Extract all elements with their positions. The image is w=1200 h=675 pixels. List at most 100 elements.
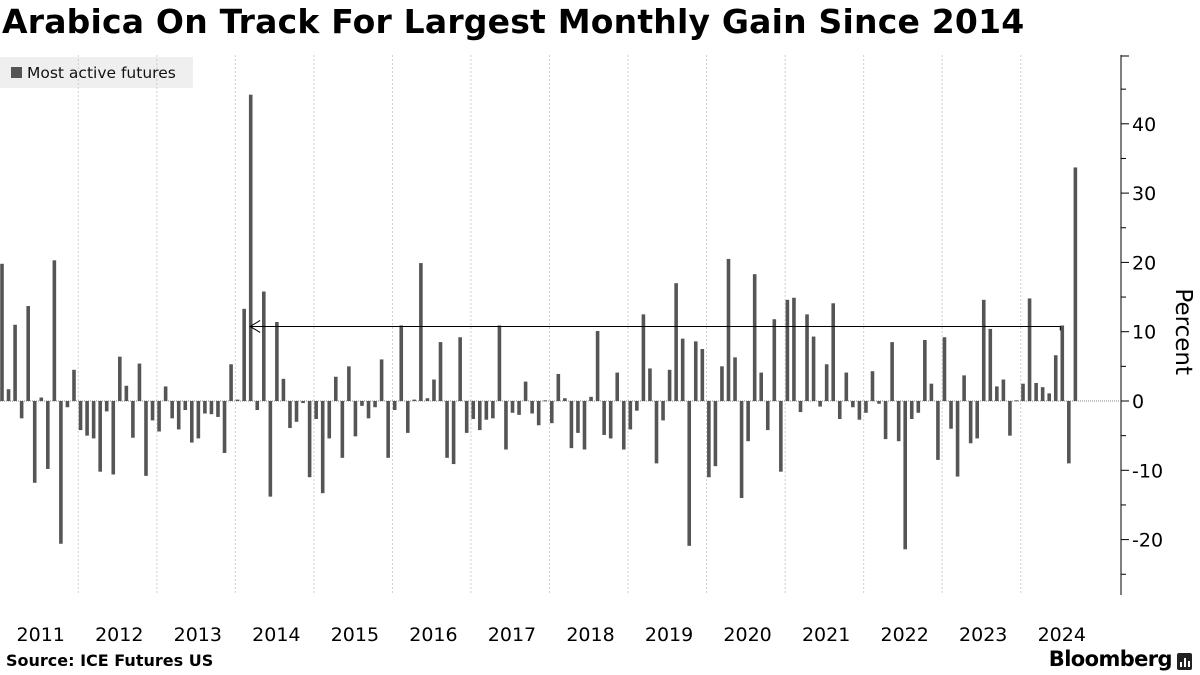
x-tick-label: 2018 bbox=[566, 624, 614, 646]
bar bbox=[445, 401, 449, 458]
bar bbox=[392, 401, 397, 411]
bar bbox=[674, 283, 678, 401]
bar bbox=[543, 400, 548, 402]
x-tick-label: 2019 bbox=[645, 624, 693, 646]
bar bbox=[307, 401, 312, 478]
bar bbox=[451, 401, 456, 465]
bar bbox=[144, 401, 148, 476]
bar bbox=[654, 401, 659, 464]
bar bbox=[1027, 298, 1032, 401]
bar bbox=[190, 401, 194, 443]
bar bbox=[491, 401, 495, 419]
y-tick-label: 10 bbox=[1132, 322, 1156, 344]
bar bbox=[589, 396, 593, 401]
bar bbox=[216, 401, 220, 417]
bar bbox=[582, 401, 587, 450]
bar bbox=[713, 401, 718, 467]
bar bbox=[563, 398, 567, 401]
bar bbox=[824, 364, 829, 401]
x-tick-label: 2023 bbox=[959, 624, 1007, 646]
x-tick-label: 2012 bbox=[95, 624, 143, 646]
bar bbox=[183, 401, 188, 411]
bloomberg-bars-icon bbox=[1177, 652, 1192, 670]
bar bbox=[877, 401, 881, 404]
x-tick-label: 2024 bbox=[1038, 624, 1086, 646]
bar bbox=[1047, 393, 1051, 401]
bar bbox=[131, 401, 135, 438]
bar bbox=[1067, 401, 1071, 464]
bar bbox=[667, 369, 672, 401]
bar bbox=[556, 373, 561, 401]
bar bbox=[13, 324, 17, 401]
bar bbox=[700, 349, 705, 401]
bar bbox=[772, 319, 777, 401]
bar bbox=[916, 401, 921, 413]
bar bbox=[896, 401, 901, 442]
bar bbox=[693, 341, 698, 401]
bar bbox=[680, 338, 685, 401]
bar bbox=[32, 401, 37, 483]
bar bbox=[281, 378, 286, 401]
bar bbox=[903, 401, 908, 550]
bar bbox=[510, 401, 515, 413]
bar bbox=[176, 401, 181, 430]
y-tick-label: -20 bbox=[1132, 530, 1163, 552]
bar bbox=[981, 299, 986, 401]
bar bbox=[765, 401, 770, 431]
bar bbox=[118, 356, 122, 401]
bar bbox=[268, 401, 273, 497]
bar bbox=[936, 401, 940, 460]
bar bbox=[425, 398, 430, 401]
bar bbox=[635, 401, 639, 411]
bar bbox=[85, 401, 89, 436]
bar bbox=[399, 325, 404, 401]
bar bbox=[733, 357, 737, 401]
bar bbox=[78, 401, 83, 431]
bar bbox=[870, 371, 875, 401]
bar bbox=[157, 401, 161, 432]
bar bbox=[883, 401, 888, 440]
bar bbox=[150, 401, 155, 421]
y-axis-label: Percent bbox=[1170, 288, 1196, 375]
bar bbox=[975, 401, 980, 439]
bar bbox=[909, 401, 914, 420]
y-tick-label: -10 bbox=[1132, 460, 1163, 482]
brand-name: Bloomberg bbox=[1048, 647, 1173, 671]
bar bbox=[39, 397, 44, 401]
bar bbox=[1014, 400, 1019, 402]
bar bbox=[170, 401, 174, 419]
bar bbox=[0, 263, 4, 401]
source-note: Source: ICE Futures US bbox=[6, 651, 214, 670]
bar bbox=[72, 369, 76, 401]
bar bbox=[163, 386, 168, 401]
bar bbox=[333, 376, 338, 401]
bar bbox=[262, 291, 266, 401]
bar bbox=[288, 401, 292, 429]
annotation-arrow-line bbox=[250, 325, 1061, 331]
bar bbox=[301, 401, 305, 404]
bar bbox=[615, 372, 620, 401]
x-tick-label: 2022 bbox=[880, 624, 928, 646]
bar bbox=[962, 375, 966, 401]
bar bbox=[203, 401, 207, 414]
bar bbox=[294, 401, 299, 422]
bar bbox=[536, 401, 541, 426]
bar bbox=[340, 401, 345, 458]
bar bbox=[517, 401, 521, 415]
bar bbox=[955, 401, 960, 477]
chart-title: Arabica On Track For Largest Monthly Gai… bbox=[2, 2, 1025, 41]
bar bbox=[569, 401, 574, 449]
bar bbox=[811, 336, 816, 401]
bar bbox=[6, 389, 11, 401]
bar bbox=[91, 401, 96, 439]
brand-logo: Bloomberg bbox=[1049, 647, 1192, 671]
y-tick-label: 40 bbox=[1132, 114, 1156, 136]
bar bbox=[752, 274, 757, 401]
bar bbox=[419, 263, 423, 401]
bar bbox=[798, 401, 803, 413]
bar bbox=[1034, 382, 1038, 401]
bar bbox=[720, 366, 724, 401]
legend: Most active futures bbox=[0, 57, 193, 88]
bar bbox=[661, 401, 665, 421]
